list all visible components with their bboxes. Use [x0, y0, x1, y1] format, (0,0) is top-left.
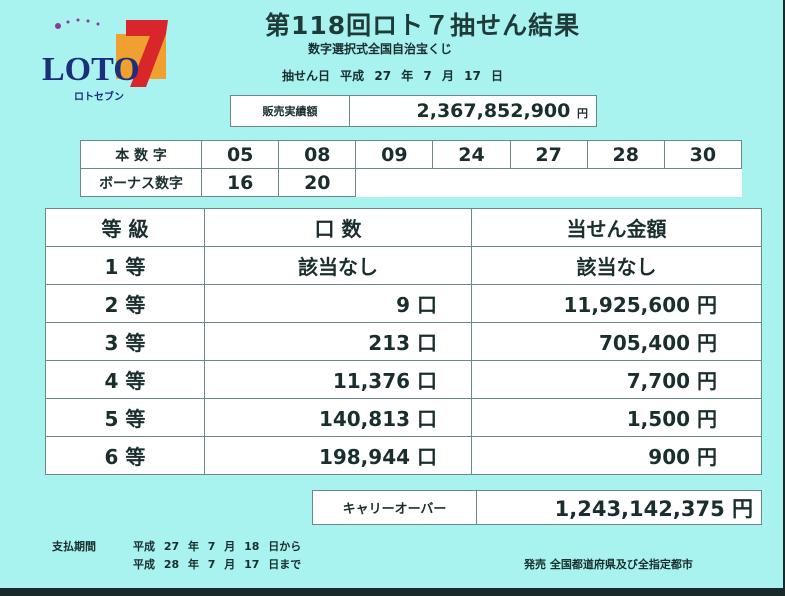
prize-row: 2 等 9 口 11,925,600 円	[45, 284, 762, 323]
prize-row: 4 等 11,376 口 7,700 円	[45, 360, 762, 399]
main-number: 27	[509, 140, 588, 169]
grade: 1 等	[45, 246, 205, 285]
payment-period-label: 支払期間	[52, 540, 96, 553]
main-number: 08	[278, 140, 357, 169]
subtitle: 数字選択式全国自治宝くじ	[308, 42, 453, 56]
prize-header-row: 等 級 口 数 当せん金額	[45, 208, 762, 247]
winner-count: 9 口	[204, 284, 472, 323]
winner-count: 140,813 口	[204, 398, 472, 437]
carryover-label: キャリーオーバー	[312, 490, 477, 525]
bonus-number: 20	[278, 168, 357, 197]
winner-count: 該当なし	[204, 246, 472, 285]
carryover-table: キャリーオーバー 1,243,142,375 円	[312, 490, 762, 525]
bonus-numbers-row: ボーナス数字 16 20	[79, 168, 742, 197]
prize-row: 5 等 140,813 口 1,500 円	[45, 398, 762, 437]
svg-text:LOTO: LOTO	[42, 51, 140, 88]
prize-table: 等 級 口 数 当せん金額 1 等 該当なし 該当なし 2 等 9 口 11,9…	[45, 208, 762, 475]
prize-row: 1 等 該当なし 該当なし	[45, 246, 762, 285]
sales-value: 2,367,852,900 円	[349, 95, 597, 127]
grade: 5 等	[45, 398, 205, 437]
main-number: 09	[355, 140, 434, 169]
grade: 3 等	[45, 322, 205, 361]
header-grade: 等 級	[45, 208, 205, 247]
prize-amount: 11,925,600 円	[471, 284, 762, 323]
payment-to: 平成 28 年 7 月 17 日まで	[133, 558, 302, 571]
prize-amount: 1,500 円	[471, 398, 762, 437]
prize-amount: 7,700 円	[471, 360, 762, 399]
prize-amount: 該当なし	[471, 246, 762, 285]
prize-row: 6 等 198,944 口 900 円	[45, 436, 762, 475]
winner-count: 11,376 口	[204, 360, 472, 399]
grade: 6 等	[45, 436, 205, 475]
main-number: 24	[432, 140, 511, 169]
winner-count: 213 口	[204, 322, 472, 361]
bonus-numbers-label: ボーナス数字	[79, 168, 203, 197]
main-number: 05	[201, 140, 280, 169]
main-number: 30	[663, 140, 743, 169]
page-title: 第118回ロト７抽せん結果	[265, 11, 581, 40]
issuer: 発売 全国都道府県及び全指定都市	[524, 558, 693, 571]
prize-row: 3 等 213 口 705,400 円	[45, 322, 762, 361]
loto7-logo: LOTO ロトセブン	[38, 12, 178, 107]
prize-amount: 900 円	[471, 436, 762, 475]
main-numbers-row: 本 数 字 05 08 09 24 27 28 30	[79, 140, 743, 169]
carryover-value: 1,243,142,375 円	[476, 490, 762, 525]
logo-kana: ロトセブン	[74, 90, 124, 103]
draw-date: 抽せん日 平成 27 年 7 月 17 日	[282, 69, 503, 83]
header-amount: 当せん金額	[471, 208, 762, 247]
winner-count: 198,944 口	[204, 436, 472, 475]
main-number: 28	[586, 140, 665, 169]
grade: 2 等	[45, 284, 205, 323]
sales-table: 販売実績額 2,367,852,900 円	[230, 95, 597, 127]
header-count: 口 数	[204, 208, 472, 247]
winning-numbers-table: 本 数 字 05 08 09 24 27 28 30 ボーナス数字 16 20	[79, 140, 743, 197]
prize-amount: 705,400 円	[471, 322, 762, 361]
main-numbers-label: 本 数 字	[79, 140, 203, 169]
bonus-number: 16	[201, 168, 280, 197]
grade: 4 等	[45, 360, 205, 399]
sales-label: 販売実績額	[230, 95, 350, 127]
payment-from: 平成 27 年 7 月 18 日から	[133, 540, 302, 553]
